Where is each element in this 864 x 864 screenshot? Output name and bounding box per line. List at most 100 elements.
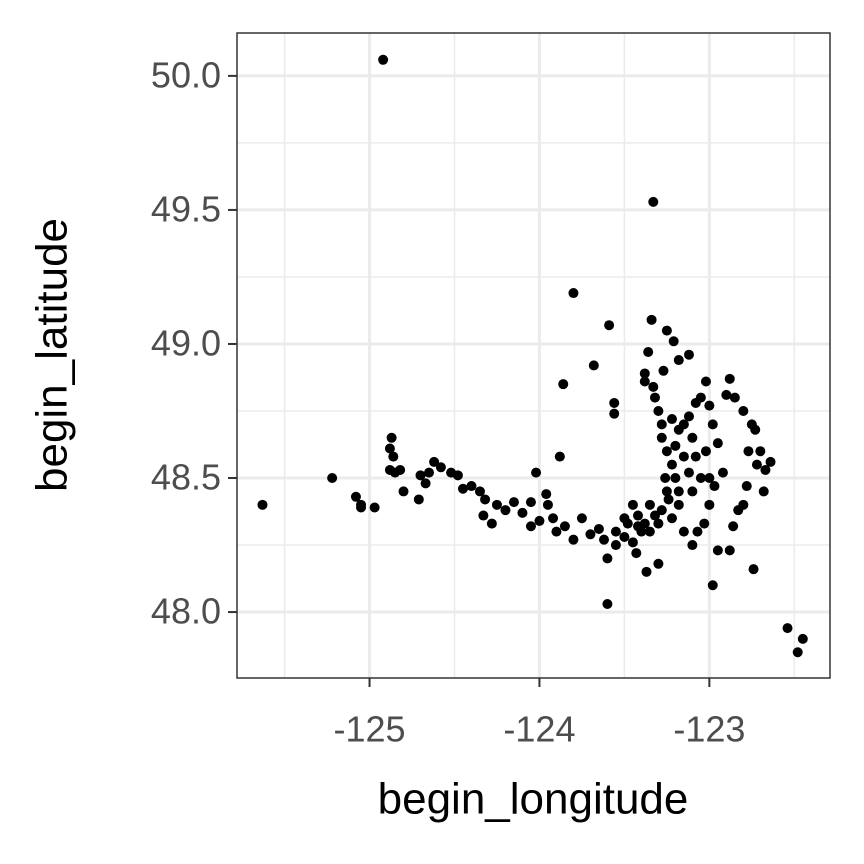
point [486,518,497,529]
point [568,288,579,299]
point [474,486,485,497]
point [751,459,762,470]
panel-border [236,32,831,679]
point [724,545,735,556]
point [457,483,468,494]
point [658,365,669,376]
point [609,408,620,419]
point [619,513,630,524]
x-tick-label: -125 [334,709,406,750]
point [415,470,426,481]
x-axis-title: begin_longitude [378,775,689,824]
point [709,481,720,492]
point [707,580,718,591]
point [534,515,545,526]
point [699,518,710,529]
point [585,529,596,540]
point [743,446,754,457]
point [646,314,657,325]
point [542,499,553,510]
point [755,446,766,457]
point [395,464,406,475]
point [670,473,681,484]
point [748,564,759,575]
point [554,451,565,462]
point [649,392,660,403]
point [782,623,793,634]
point [327,473,338,484]
point [356,502,367,513]
point [700,446,711,457]
points [257,54,808,658]
point [619,531,630,542]
point [683,467,694,478]
point [741,481,752,492]
point [627,537,638,548]
point [610,526,621,537]
point [478,510,489,521]
point [424,467,435,478]
point [643,347,654,358]
point [656,432,667,443]
point [673,499,684,510]
point [678,526,689,537]
point [610,540,621,551]
point [350,491,361,502]
point [413,494,424,505]
point [690,397,701,408]
point [641,566,652,577]
point [704,400,715,411]
point [721,389,732,400]
point [729,392,740,403]
point [508,497,519,508]
point [690,451,701,462]
point [758,486,769,497]
point [666,414,677,425]
point [644,526,655,537]
grid [237,33,830,678]
point [653,518,664,529]
point [384,443,395,454]
point [661,325,672,336]
y-tick-label: 48.0 [151,591,221,632]
point [666,459,677,470]
axes: -125 -124 -123 48.0 48.5 49.0 49.5 50.0 [151,54,745,749]
point [627,499,638,510]
point [656,419,667,430]
point [660,473,671,484]
point [653,405,664,416]
y-tick-label: 50.0 [151,54,221,95]
point [687,432,698,443]
point [797,633,808,644]
point [500,505,511,516]
x-tick-label: -124 [503,709,575,750]
point [668,336,679,347]
point [683,349,694,360]
point [541,489,552,500]
point [576,513,587,524]
point [653,558,664,569]
y-tick-label: 49.0 [151,322,221,363]
point [661,446,672,457]
point [683,411,694,422]
point [704,499,715,510]
point [452,470,463,481]
point [386,432,397,443]
point [558,379,569,390]
point [695,473,706,484]
point [548,513,559,524]
point [673,486,684,497]
point [398,486,409,497]
point [531,467,542,478]
point [632,510,643,521]
point [525,497,536,508]
point [649,510,660,521]
point [733,505,744,516]
point [728,521,739,532]
point [466,481,477,492]
point [639,376,650,387]
point [632,521,643,532]
point [551,526,562,537]
point [644,499,655,510]
point [712,545,723,556]
